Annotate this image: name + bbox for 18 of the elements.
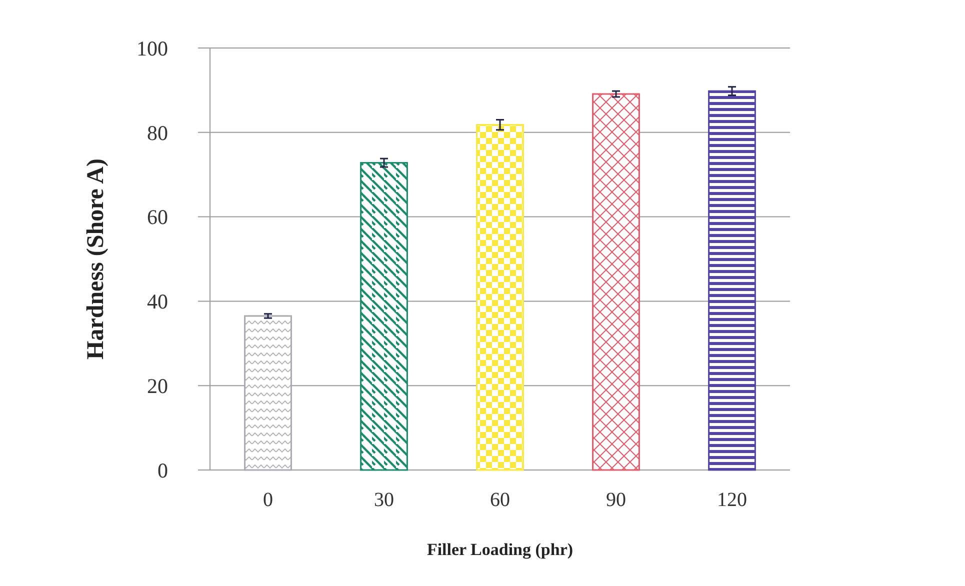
- bar: [708, 90, 756, 471]
- x-tick-label: 120: [717, 489, 747, 511]
- y-tick-label: 80: [147, 120, 168, 145]
- y-tick-label: 20: [147, 374, 168, 398]
- x-tick-label: 0: [263, 489, 273, 511]
- bar: [476, 124, 524, 471]
- y-tick-label: 100: [136, 36, 168, 60]
- y-tick-label: 0: [158, 458, 168, 482]
- x-axis-title: Filler Loading (phr): [426, 540, 574, 559]
- y-tick-label: 60: [147, 205, 168, 230]
- bar: [244, 315, 292, 471]
- bar: [592, 93, 640, 471]
- bar: [360, 162, 408, 471]
- y-tick-label: 40: [147, 290, 168, 314]
- y-axis-title: Hardness (Shore A): [83, 158, 109, 360]
- x-tick-label: 60: [490, 489, 510, 511]
- x-tick-label: 30: [374, 489, 394, 511]
- x-tick-label: 90: [606, 489, 626, 511]
